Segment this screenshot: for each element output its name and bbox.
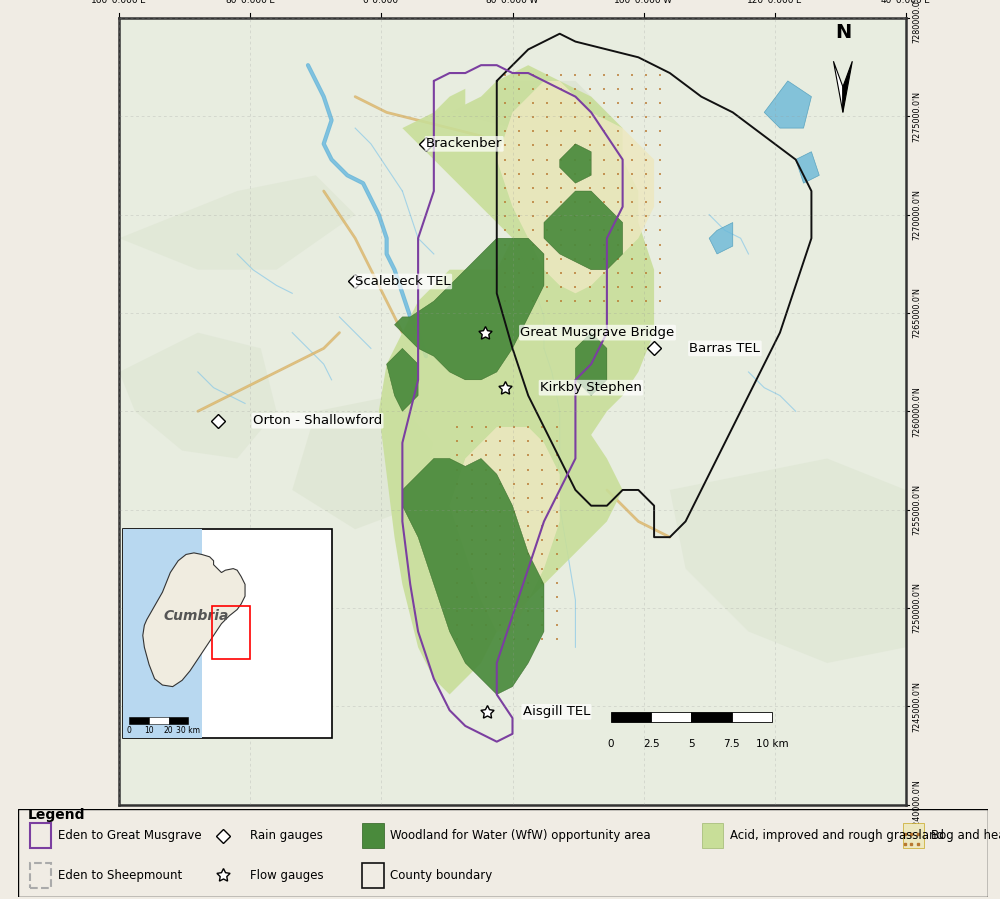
Text: Scalebeck TEL: Scalebeck TEL (355, 275, 451, 288)
Polygon shape (833, 61, 843, 112)
Polygon shape (402, 458, 544, 694)
Text: 2.5: 2.5 (643, 739, 659, 749)
Polygon shape (379, 66, 654, 694)
Bar (129, 717, 149, 724)
Polygon shape (119, 175, 355, 270)
Bar (691, 712, 732, 722)
Text: 0: 0 (608, 739, 614, 749)
Text: 20: 20 (164, 726, 174, 735)
Polygon shape (575, 333, 607, 396)
Polygon shape (292, 396, 434, 530)
Text: 7.5: 7.5 (723, 739, 740, 749)
Text: Acid, improved and rough grassland: Acid, improved and rough grassland (730, 829, 944, 842)
Bar (30, 863, 51, 887)
Text: Great Musgrave Bridge: Great Musgrave Bridge (520, 326, 675, 339)
Text: Cumbria: Cumbria (164, 609, 229, 623)
Polygon shape (387, 349, 418, 412)
Text: 7250000.0'N: 7250000.0'N (912, 583, 921, 634)
Polygon shape (796, 152, 819, 183)
Text: 7245000.0'N: 7245000.0'N (912, 681, 921, 732)
Text: Barras TEL: Barras TEL (689, 342, 760, 355)
Bar (362, 863, 384, 887)
Text: 30 km: 30 km (176, 726, 200, 735)
Text: Woodland for Water (WfW) opportunity area: Woodland for Water (WfW) opportunity are… (390, 829, 651, 842)
Bar (169, 717, 188, 724)
Bar (123, 530, 202, 738)
Text: Kirkby Stephen: Kirkby Stephen (540, 381, 642, 394)
Text: 160°0.000'W: 160°0.000'W (614, 0, 673, 5)
Text: Bog and heath: Bog and heath (931, 829, 1000, 842)
Bar (149, 717, 169, 724)
Text: 120°0.000'E: 120°0.000'E (747, 0, 803, 5)
Bar (611, 712, 651, 722)
Text: 7265000.0'N: 7265000.0'N (912, 288, 921, 338)
Text: 0: 0 (127, 726, 132, 735)
Text: 5: 5 (688, 739, 695, 749)
Text: Rain gauges: Rain gauges (250, 829, 323, 842)
Polygon shape (544, 191, 623, 270)
Polygon shape (395, 238, 544, 379)
Text: Eden to Great Musgrave: Eden to Great Musgrave (58, 829, 201, 842)
Bar (362, 823, 384, 848)
Text: 7260000.0'N: 7260000.0'N (912, 386, 921, 437)
Text: County boundary: County boundary (390, 868, 493, 882)
Polygon shape (560, 144, 591, 183)
Bar (212, 606, 250, 659)
Text: 160°0.000'E: 160°0.000'E (91, 0, 147, 5)
Bar (30, 823, 51, 848)
Polygon shape (450, 81, 607, 144)
Bar (651, 712, 691, 722)
Text: 7270000.0'N: 7270000.0'N (912, 189, 921, 240)
Text: N: N (835, 22, 851, 41)
Polygon shape (670, 458, 906, 663)
Polygon shape (497, 81, 654, 293)
Text: 80°0.000'E: 80°0.000'E (225, 0, 275, 5)
Polygon shape (843, 61, 852, 112)
Text: 7275000.0'N: 7275000.0'N (912, 91, 921, 142)
Text: 40°0.000'E: 40°0.000'E (881, 0, 931, 5)
Polygon shape (764, 81, 811, 129)
Bar (702, 823, 723, 848)
Polygon shape (119, 333, 277, 458)
Text: Flow gauges: Flow gauges (250, 868, 323, 882)
Text: 7255000.0'N: 7255000.0'N (912, 485, 921, 535)
Text: Orton - Shallowford: Orton - Shallowford (253, 414, 382, 427)
Bar (903, 823, 924, 848)
Polygon shape (143, 553, 245, 687)
Text: 10 km: 10 km (756, 739, 788, 749)
Text: Brackenber: Brackenber (426, 138, 502, 150)
Polygon shape (450, 427, 560, 631)
Text: 7240000.0'N: 7240000.0'N (912, 779, 921, 830)
Text: 10: 10 (144, 726, 154, 735)
Bar (732, 712, 772, 722)
Text: 0°0.000': 0°0.000' (362, 0, 401, 5)
Text: Aisgill TEL: Aisgill TEL (523, 706, 590, 718)
Polygon shape (709, 223, 733, 254)
Text: 80°0.000'W: 80°0.000'W (486, 0, 539, 5)
Text: Legend: Legend (28, 808, 85, 823)
Text: Eden to Sheepmount: Eden to Sheepmount (58, 868, 182, 882)
Bar (123, 530, 332, 738)
Text: 7280000.0'N: 7280000.0'N (912, 0, 921, 43)
